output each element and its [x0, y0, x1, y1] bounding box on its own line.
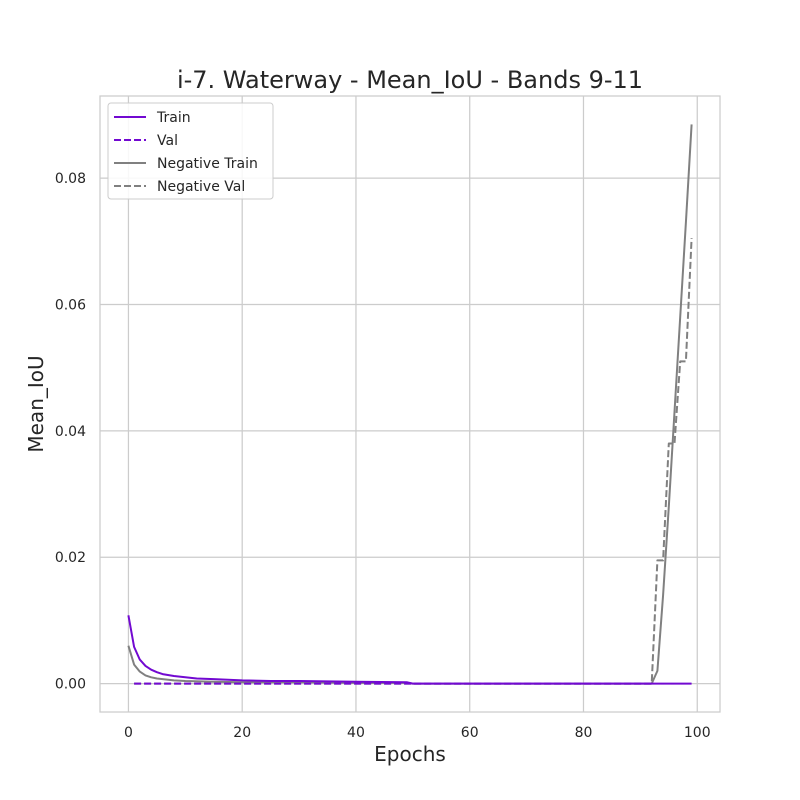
legend-box	[107, 102, 274, 200]
series-lines	[127, 124, 693, 685]
legend-label: Negative Val	[157, 179, 245, 195]
y-tick-label: 0.02	[55, 550, 86, 566]
grid	[100, 96, 720, 712]
x-tick-label: 0	[124, 725, 133, 741]
y-tick-label: 0.04	[55, 424, 86, 440]
legend: Train Val Negative Train Negative Val	[107, 102, 274, 200]
legend-label: Negative Train	[157, 156, 258, 172]
y-tick-label: 0.00	[55, 677, 86, 693]
legend-label: Val	[157, 133, 178, 149]
chart-title: i-7. Waterway - Mean_IoU - Bands 9-11	[177, 66, 643, 94]
x-tick-label: 100	[684, 725, 711, 741]
plot-frame	[99, 95, 721, 713]
x-tick-label: 40	[347, 725, 365, 741]
y-axis-label: Mean_IoU	[24, 355, 48, 452]
x-tick-label: 20	[233, 725, 251, 741]
x-axis-label: Epochs	[374, 742, 446, 766]
x-tick-label: 60	[461, 725, 479, 741]
tick-labels: 0 20 40 60 80 100 0.00 0.02 0.04 0.06 0.08	[55, 171, 711, 741]
y-tick-label: 0.08	[55, 171, 86, 187]
legend-label: Train	[156, 110, 191, 126]
x-tick-label: 80	[575, 725, 593, 741]
y-tick-label: 0.06	[55, 297, 86, 313]
series-line-train	[127, 615, 692, 685]
